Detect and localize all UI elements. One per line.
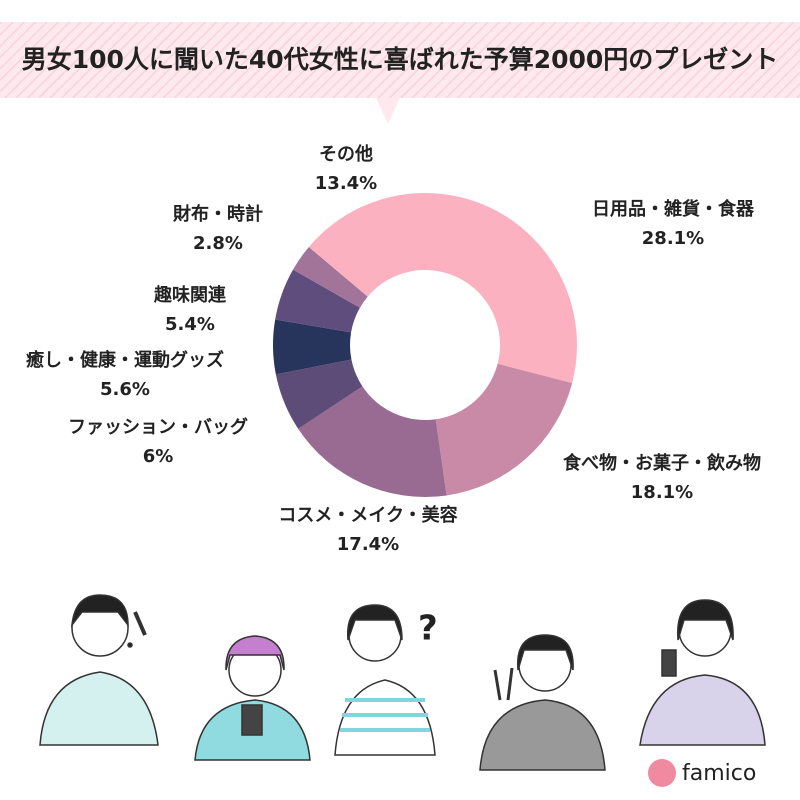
donut-segment (293, 246, 368, 308)
chart-title: 男女100人に聞いた40代女性に喜ばれた予算2000円のプレゼント (22, 45, 779, 74)
value-label: 28.1% (642, 228, 704, 249)
person-4 (479, 634, 606, 771)
donut-segment (298, 386, 447, 497)
category-label: ファッション・バッグ (68, 416, 248, 438)
donut (272, 193, 578, 497)
category-label: その他 (319, 143, 373, 165)
value-label: 5.6% (100, 379, 150, 400)
value-label: 5.4% (165, 314, 215, 335)
value-label: 17.4% (337, 534, 399, 555)
donut-segment (275, 269, 360, 333)
illustrations: ? (39, 594, 766, 771)
donut-segment (275, 359, 363, 429)
category-label: 趣味関連 (153, 284, 227, 306)
donut-segment (308, 193, 425, 297)
value-label: 18.1% (631, 482, 693, 503)
logo-icon (648, 759, 676, 787)
category-label: コスメ・メイク・美容 (278, 504, 457, 526)
category-label: 日用品・雑貨・食器 (592, 198, 755, 220)
donut-segment (425, 193, 578, 384)
category-label: 財布・時計 (173, 203, 263, 225)
person-1 (39, 594, 159, 746)
labels: 日用品・雑貨・食器 28.1% 食べ物・お菓子・飲み物 18.1% コスメ・メイク・美容… (26, 143, 761, 555)
category-label: 癒し・健康・運動グッズ (26, 349, 224, 371)
donut-segment (272, 319, 352, 375)
value-label: 2.8% (193, 233, 243, 254)
person-3: ? (334, 604, 438, 756)
person-5 (639, 599, 766, 746)
person-2 (194, 635, 311, 761)
logo: famico (648, 759, 756, 787)
question-mark: ? (418, 609, 438, 649)
donut-segment (435, 363, 573, 496)
category-label: 食べ物・お菓子・飲み物 (562, 452, 761, 474)
banner-pointer (376, 98, 400, 124)
value-label: 13.4% (315, 173, 377, 194)
brand: famico (682, 761, 756, 786)
title-banner (0, 22, 800, 98)
value-label: 6% (143, 446, 174, 467)
